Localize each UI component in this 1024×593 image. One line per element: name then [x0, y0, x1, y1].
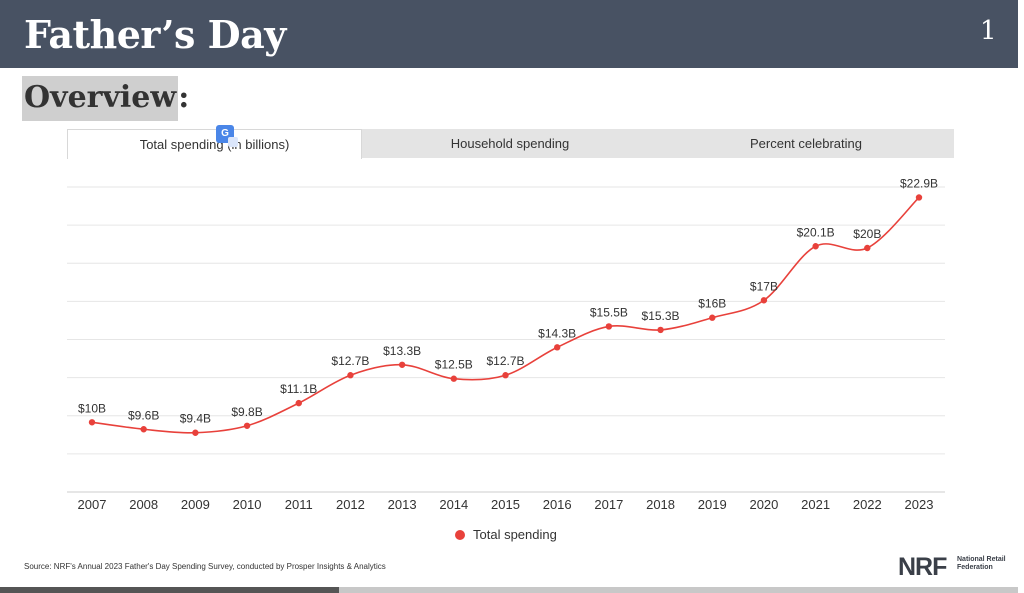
- nrf-logo: NRF National Retail Federation: [898, 553, 1006, 582]
- slide-header: Father’s Day 1: [0, 0, 1018, 68]
- data-point: [502, 372, 509, 379]
- chart-legend[interactable]: Total spending: [455, 527, 557, 542]
- data-label: $11.1B: [280, 382, 317, 396]
- section-heading-text: Overview: [22, 76, 179, 121]
- data-point: [450, 375, 458, 382]
- x-tick-label: 2017: [594, 497, 623, 512]
- x-tick-label: 2010: [233, 497, 262, 512]
- progress-bar: [0, 587, 1018, 593]
- data-point: [192, 429, 199, 436]
- x-tick-label: 2016: [543, 497, 572, 512]
- x-tick-label: 2023: [905, 497, 934, 512]
- data-point: [398, 361, 406, 368]
- data-point: [347, 372, 354, 379]
- source-note: Source: NRF's Annual 2023 Father's Day S…: [24, 562, 386, 571]
- x-tick-label: 2009: [181, 497, 210, 512]
- tab-percent-celebrating[interactable]: Percent celebrating: [749, 136, 862, 151]
- x-tick-label: 2020: [749, 497, 778, 512]
- data-label: $12.7B: [331, 354, 369, 368]
- data-point: [605, 323, 613, 330]
- data-point: [709, 314, 716, 321]
- data-point: [657, 326, 664, 334]
- data-label: $15.5B: [590, 305, 628, 319]
- data-point: [864, 244, 871, 252]
- data-point: [812, 243, 819, 250]
- nrf-logo-text: National Retail Federation: [957, 556, 1006, 571]
- data-label: $20.1B: [797, 225, 835, 239]
- x-tick-label: 2022: [853, 497, 882, 512]
- x-tick-label: 2019: [698, 497, 727, 512]
- chart-tabs: Total spending (in billions) Household s…: [67, 129, 954, 159]
- tab-total-spending[interactable]: Total spending (in billions): [67, 129, 362, 159]
- data-point: [140, 426, 147, 433]
- slide-title: Father’s Day: [24, 12, 286, 57]
- x-tick-label: 2013: [388, 497, 417, 512]
- data-label: $9.4B: [180, 412, 211, 426]
- data-point: [295, 399, 302, 407]
- data-label: $16B: [698, 297, 726, 311]
- tab-household-spending[interactable]: Household spending: [450, 136, 570, 151]
- data-point: [243, 422, 251, 429]
- x-tick-label: 2014: [439, 497, 468, 512]
- data-label: $17B: [750, 279, 778, 293]
- data-point: [760, 297, 768, 304]
- data-point: [553, 344, 561, 351]
- legend-marker-icon: [455, 530, 465, 540]
- x-tick-label: 2012: [336, 497, 365, 512]
- x-tick-label: 2021: [801, 497, 830, 512]
- data-point: [915, 194, 923, 201]
- data-label: $13.3B: [383, 344, 421, 358]
- data-label: $22.9B: [900, 176, 938, 190]
- nrf-logo-mark: NRF: [898, 553, 947, 581]
- data-label: $9.6B: [128, 408, 159, 422]
- data-label: $15.3B: [642, 309, 680, 323]
- x-tick-label: 2008: [129, 497, 158, 512]
- data-label: $9.8B: [231, 405, 262, 419]
- x-tick-label: 2018: [646, 497, 675, 512]
- data-label: $12.7B: [486, 354, 524, 368]
- x-tick-label: 2015: [491, 497, 520, 512]
- legend-label: Total spending: [473, 527, 557, 542]
- section-heading: Overview:: [22, 76, 190, 128]
- data-point: [88, 419, 96, 426]
- data-label: $14.3B: [538, 326, 576, 340]
- page-number: 1: [980, 16, 997, 46]
- section-heading-colon: :: [178, 80, 190, 115]
- x-tick-label: 2011: [285, 497, 313, 512]
- x-tick-label: 2007: [78, 497, 107, 512]
- progress-bar-fill: [0, 587, 339, 593]
- data-label: $20B: [853, 227, 881, 241]
- data-label: $12.5B: [435, 358, 473, 372]
- series-line-total-spending: [91, 196, 920, 434]
- data-label: $10B: [78, 401, 106, 415]
- translate-icon[interactable]: G: [216, 125, 238, 147]
